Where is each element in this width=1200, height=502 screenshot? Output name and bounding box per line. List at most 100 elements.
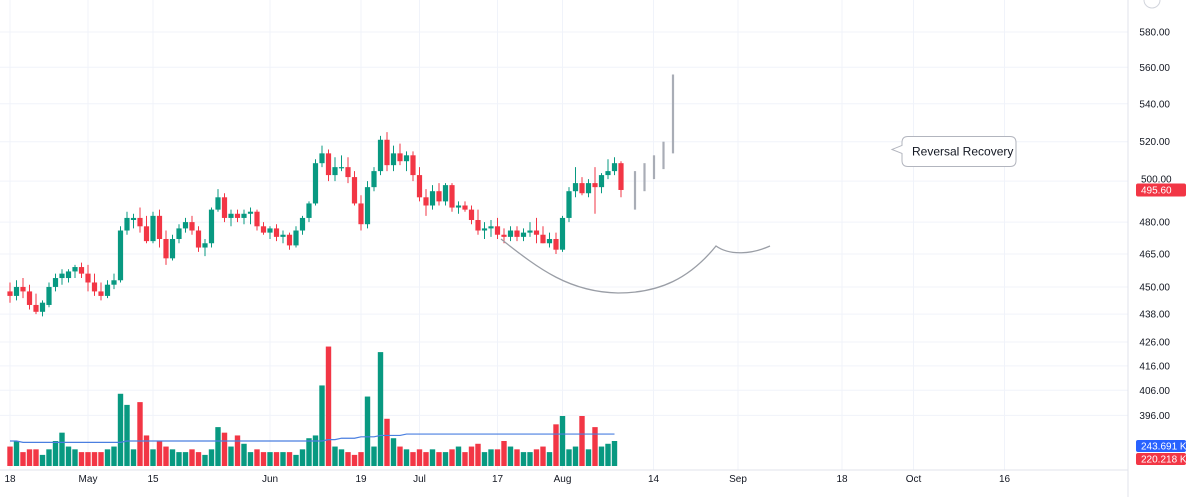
candle: [299, 215, 306, 235]
volume-bar: [202, 454, 208, 466]
candle: [488, 220, 494, 237]
candle: [46, 282, 52, 308]
candle: [176, 224, 182, 244]
volume-bar: [481, 452, 488, 466]
volume-bar: [247, 452, 254, 466]
candle: [520, 228, 527, 242]
candle: [592, 167, 598, 214]
candle-body: [592, 183, 598, 188]
price-tick-label: 540.00: [1139, 99, 1170, 110]
candle: [228, 209, 234, 227]
candle: [156, 209, 163, 248]
candle: [371, 167, 377, 192]
volume-bar: [358, 452, 364, 466]
volume-bar: [169, 449, 176, 466]
candle: [436, 183, 442, 206]
candle: [533, 217, 540, 244]
volume-bar: [611, 441, 618, 466]
volume-bar: [592, 427, 598, 466]
volume-bar: [455, 446, 462, 466]
time-tick-label: May: [79, 474, 98, 485]
candle-body: [332, 167, 338, 176]
candle: [410, 151, 416, 182]
candle: [306, 201, 312, 223]
time-axis[interactable]: 18 May 15 Jun 19 Jul 17 Aug 14 Sep 18 Oct 16: [4, 474, 1010, 485]
volume-bar: [130, 449, 137, 466]
candle-body: [98, 291, 104, 296]
volume-bar: [423, 452, 429, 466]
volume-bar: [182, 452, 189, 466]
candle: [611, 157, 618, 176]
time-tick-label: 15: [147, 474, 159, 485]
volume-bar: [20, 452, 26, 466]
volume-bar: [494, 449, 501, 466]
cup-arc-drawing[interactable]: [500, 238, 771, 294]
candle-body: [195, 230, 202, 248]
candle: [546, 232, 553, 248]
candle-body: [39, 302, 46, 312]
volume-bar: [143, 435, 150, 466]
callout-bubble[interactable]: [890, 135, 1017, 167]
candle-body: [371, 171, 377, 188]
candle: [98, 282, 104, 301]
volume-bar: [234, 435, 241, 466]
candle-body: [514, 230, 520, 237]
candle: [416, 167, 423, 202]
time-tick-label: 16: [999, 474, 1011, 485]
candle-body: [150, 215, 156, 242]
candle-body: [572, 183, 579, 192]
candle: [390, 145, 397, 172]
candle: [143, 215, 150, 244]
volume-bar: [579, 416, 585, 466]
price-tick-label: 520.00: [1139, 137, 1170, 148]
candle-body: [85, 273, 91, 283]
candle: [72, 264, 78, 279]
volume-bar: [377, 352, 384, 466]
candle-body: [260, 226, 267, 233]
volume-bar: [215, 427, 221, 466]
axis-badges: 500.00 495.60 243.691 K 220.218 K: [1136, 174, 1187, 466]
volume-bar: [39, 454, 46, 466]
price-tick-label: 406.00: [1139, 386, 1170, 397]
volume-bar: [553, 424, 559, 466]
candle: [566, 187, 572, 223]
volume-bar: [78, 452, 85, 466]
candle: [33, 293, 39, 315]
volume-bar: [299, 449, 306, 466]
annotation-callout[interactable]: Reversal Recovery: [890, 135, 1017, 167]
candle-body: [351, 177, 358, 204]
candle: [338, 155, 345, 172]
last-price-badge-bg: [1136, 183, 1186, 197]
candle-body: [546, 238, 553, 244]
volume-bar: [65, 446, 72, 466]
price-label-partial: 500.00: [1141, 175, 1172, 186]
volume-ma-badge-bg: [1136, 440, 1186, 452]
volume-badge-bg: [1136, 453, 1186, 465]
candle-body: [46, 286, 52, 305]
volume-bar: [364, 396, 371, 466]
candle-body: [494, 226, 501, 235]
candle: [351, 171, 358, 206]
candle: [182, 217, 189, 233]
volume-bar: [514, 449, 520, 466]
volume-bar: [104, 449, 111, 466]
candle: [449, 183, 455, 212]
volume-bar: [228, 446, 234, 466]
time-tick-label: Jul: [413, 474, 426, 485]
price-axis[interactable]: 580.00 560.00 540.00 520.00 500.00 480.00 465.…: [1139, 28, 1170, 422]
candle: [189, 215, 195, 235]
candle: [559, 215, 566, 252]
candle-body: [312, 163, 319, 204]
last-price-badge: 495.60: [1141, 185, 1172, 196]
candle-body: [215, 197, 221, 210]
candle-body: [306, 203, 312, 218]
candle: [429, 185, 436, 210]
candle-body: [182, 222, 189, 229]
top-right-handle[interactable]: [1143, 0, 1161, 9]
time-tick-label: 18: [4, 474, 16, 485]
volume-bar: [397, 446, 403, 466]
time-tick-label: 17: [492, 474, 504, 485]
volume-bar: [117, 393, 124, 466]
volume-bar: [507, 446, 514, 466]
